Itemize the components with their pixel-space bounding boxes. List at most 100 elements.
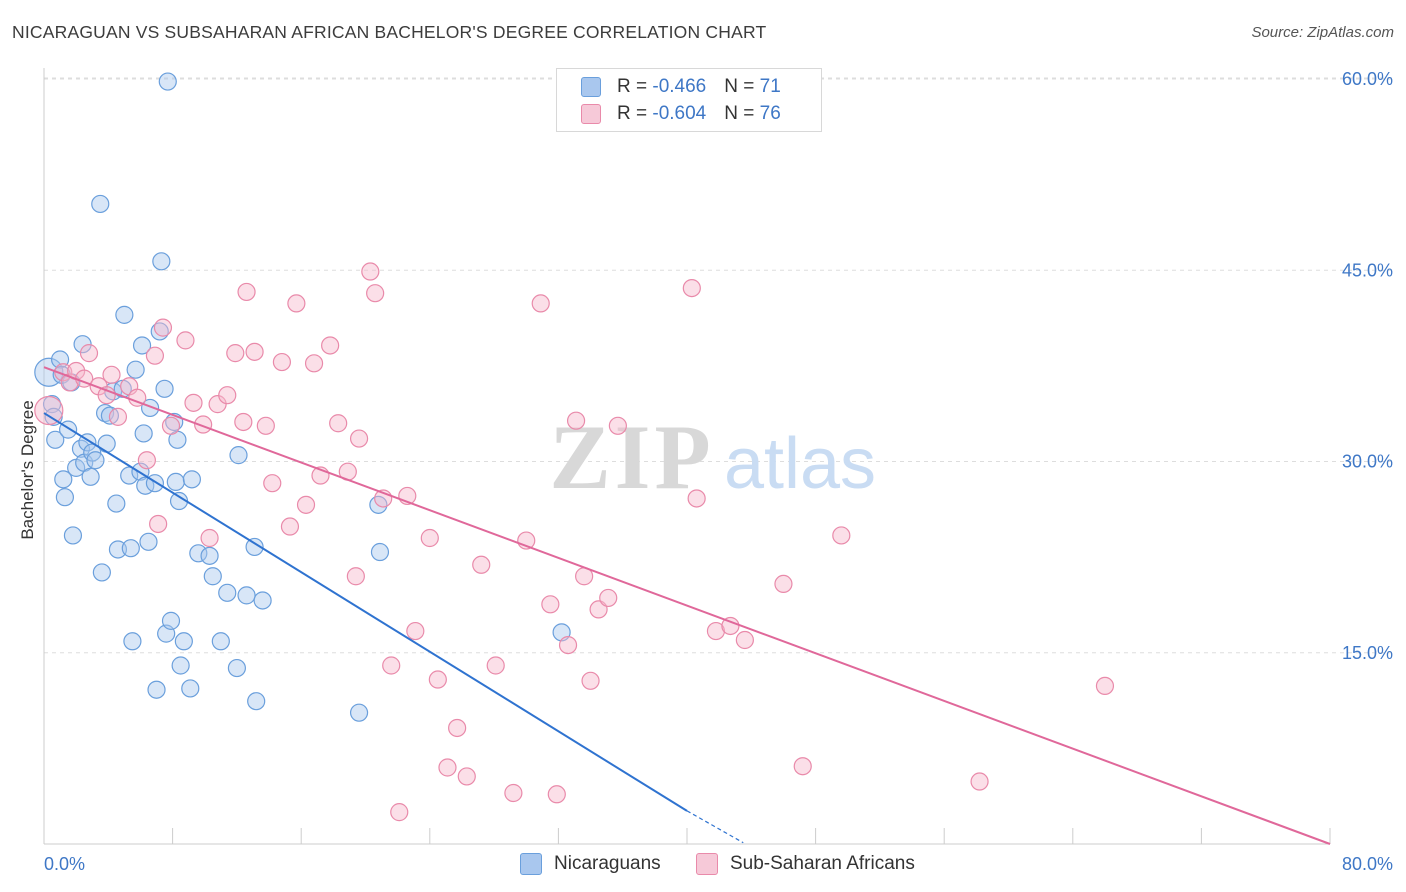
legend-label: Sub-Saharan Africans [730, 853, 915, 874]
subsaharan-point [346, 567, 365, 586]
subsaharan-point [137, 451, 156, 470]
subsaharan-point [149, 514, 168, 534]
subsaharan-point [721, 616, 740, 636]
y-tick-label: 60.0% [1342, 69, 1393, 89]
nicaraguan-point [46, 430, 65, 449]
subsaharan-point [280, 517, 300, 536]
subsaharan-point [566, 411, 586, 430]
subsaharan-point [706, 621, 726, 641]
nicaraguan-point [92, 563, 111, 582]
subsaharan-point [102, 365, 121, 384]
stats-legend: R = -0.466 N = 71 R = -0.604 N = 76 [556, 68, 822, 132]
n-value: 71 [759, 76, 781, 97]
subsaharan-point [682, 279, 701, 298]
nicaraguan-point [253, 591, 272, 610]
subsaharan-trend-line [43, 366, 1331, 845]
subsaharan-point [793, 757, 812, 776]
nicaraguan-point [181, 679, 200, 698]
nicaraguan-point [139, 532, 158, 551]
nicaraguan-point [55, 488, 74, 507]
nicaraguan-point [218, 583, 237, 602]
r-label: R = [617, 103, 653, 124]
pink-swatch-icon [581, 104, 601, 124]
subsaharan-point [34, 395, 64, 426]
subsaharan-point [486, 656, 505, 675]
nicaraguan-point [54, 470, 73, 489]
subsaharan-point [581, 671, 600, 690]
nicaraguan-point [97, 434, 116, 453]
y-axis-label: Bachelor's Degree [18, 400, 37, 539]
nicaraguan-point [107, 494, 126, 513]
nicaraguan-point [81, 467, 100, 486]
nicaraguan-point [108, 540, 128, 559]
legend-row-nicaraguans: R = -0.466 N = 71 [581, 75, 781, 99]
nicaraguan-point [147, 680, 166, 699]
nicaraguan-point [211, 632, 230, 651]
nicaraguan-point [227, 658, 246, 678]
nicaraguan-point [166, 472, 185, 491]
nicaraguan-point [237, 586, 256, 605]
pink-swatch-icon [696, 853, 718, 875]
subsaharan-point [1095, 676, 1115, 696]
nicaraguan-point [229, 446, 248, 465]
legend-item-subsaharan[interactable]: Sub-Saharan Africans [696, 852, 915, 876]
subsaharan-point [504, 783, 523, 803]
subsaharan-point [832, 526, 851, 545]
source-label: Source: ZipAtlas.com [1251, 24, 1394, 41]
r-label: R = [617, 76, 653, 97]
subsaharan-point [263, 474, 282, 493]
nicaraguan-point [370, 542, 390, 562]
watermark-zip: ZIP [549, 406, 714, 508]
subsaharan-point [234, 412, 253, 432]
subsaharan-point [256, 416, 275, 435]
nicaraguan-point [189, 544, 208, 563]
nicaraguan-point [171, 656, 190, 675]
subsaharan-point [438, 758, 457, 777]
watermark-atlas: atlas [724, 424, 876, 504]
subsaharan-point [547, 785, 566, 804]
blue-swatch-icon [520, 853, 542, 875]
subsaharan-point [226, 344, 245, 363]
blue-swatch-icon [581, 77, 601, 97]
subsaharan-point [531, 294, 550, 313]
subsaharan-point [176, 331, 195, 350]
nicaraguan-point [152, 252, 171, 271]
subsaharan-point [329, 414, 348, 433]
nicaraguan-point [200, 546, 219, 565]
r-value: -0.604 [652, 103, 707, 124]
n-label: N = [724, 103, 760, 124]
legend-item-nicaraguans[interactable]: Nicaraguans [520, 852, 661, 876]
subsaharan-point [457, 767, 476, 786]
subsaharan-point [406, 621, 425, 641]
x-tick-label: 80.0% [1342, 854, 1393, 874]
subsaharan-point [366, 284, 385, 303]
subsaharan-point [390, 803, 409, 822]
subsaharan-point [970, 772, 989, 791]
legend-row-subsaharan: R = -0.604 N = 76 [581, 102, 781, 126]
nicaraguan-point [132, 336, 152, 355]
nicaraguan-point [91, 194, 110, 214]
subsaharan-point [108, 407, 128, 426]
nicaraguan-point [182, 470, 201, 489]
r-value: -0.466 [652, 76, 707, 97]
nicaraguan-point [155, 379, 174, 398]
nicaraguan-point [203, 567, 222, 586]
nicaraguan-point [86, 451, 105, 470]
subsaharan-point [774, 574, 793, 594]
y-tick-label: 15.0% [1342, 643, 1393, 663]
nicaraguan-point [349, 703, 369, 722]
subsaharan-point [472, 555, 491, 574]
subsaharan-point [349, 429, 369, 448]
subsaharan-point [245, 342, 264, 361]
subsaharan-point [687, 489, 706, 508]
subsaharan-point [428, 670, 447, 689]
subsaharan-point [382, 656, 401, 675]
y-tick-label: 45.0% [1342, 260, 1393, 280]
subsaharan-point [304, 354, 324, 373]
nicaraguan-point [126, 360, 145, 379]
subsaharan-point [361, 262, 380, 281]
subsaharan-point [184, 393, 203, 412]
subsaharan-point [599, 588, 618, 608]
nicaraguan-point [120, 466, 139, 485]
subsaharan-point [420, 528, 439, 548]
